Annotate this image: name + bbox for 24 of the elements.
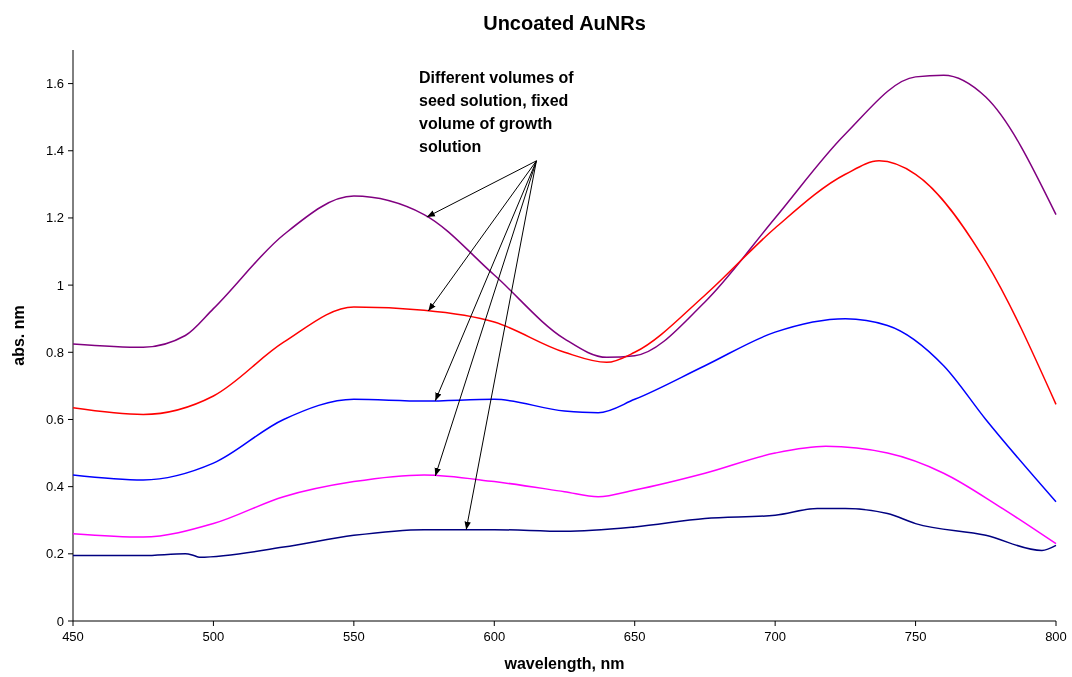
y-tick-label: 1 [56, 277, 64, 293]
x-tick-label: 600 [483, 629, 506, 644]
y-axis-title: abs. nm [10, 305, 27, 366]
y-tick-label: 1.2 [45, 210, 64, 226]
chart-title: Uncoated AuNRs [483, 12, 646, 34]
y-tick-label: 0.6 [45, 412, 64, 428]
y-tick-label: 0 [56, 613, 64, 629]
y-tick-label: 0.2 [45, 546, 64, 562]
line-series [72, 160, 1057, 416]
x-tick-label: 650 [623, 629, 646, 644]
y-tick-label: 0.4 [45, 479, 64, 495]
x-tick-label: 550 [343, 629, 365, 644]
x-tick-label: 700 [764, 629, 786, 644]
y-tick-label: 0.8 [45, 344, 64, 360]
annotation: Different volumes of seed solution, fixed volume of growth solution [419, 69, 575, 155]
line-series [72, 445, 1057, 545]
x-tick-label: 750 [904, 629, 927, 644]
x-axis-title: wavelength, nm [503, 655, 625, 672]
line-series [72, 507, 1057, 558]
y-tick-label: 1.4 [45, 143, 64, 159]
y-tick-label: 1.6 [45, 76, 64, 92]
x-tick-label: 800 [1045, 629, 1067, 644]
x-tick-label: 500 [202, 629, 225, 644]
x-tick-label: 450 [62, 629, 84, 644]
